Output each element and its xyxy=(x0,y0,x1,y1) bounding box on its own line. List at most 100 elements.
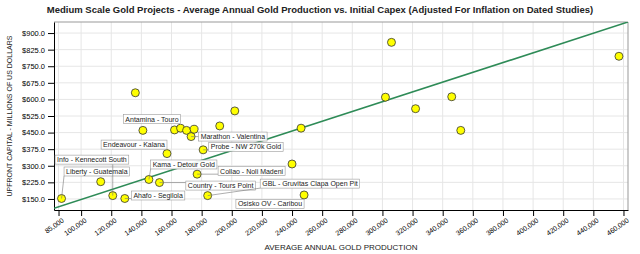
chart-svg: 85,000100,000120,000140,000160,000180,00… xyxy=(0,0,640,254)
x-tick-mark xyxy=(141,210,142,216)
annotation-box xyxy=(236,199,304,208)
annotation: Country - Tours Point xyxy=(159,181,255,190)
x-tick: 160,000 xyxy=(153,210,178,237)
x-tick-label: 200,000 xyxy=(214,216,239,236)
annotation-text: Ahafo - Segilola xyxy=(133,192,183,200)
point xyxy=(216,122,224,130)
y-tick-mark xyxy=(48,83,54,84)
annotation: Ahafo - Segilola xyxy=(125,191,185,200)
x-tick: 200,000 xyxy=(214,210,239,237)
trend-line xyxy=(54,22,628,208)
leader-line xyxy=(208,188,261,196)
x-tick-label: 340,000 xyxy=(424,216,449,236)
y-tick-label: $600.0 xyxy=(22,95,45,104)
x-tick-label: 220,000 xyxy=(244,216,269,236)
x-tick-mark xyxy=(563,210,564,216)
y-tick-label: $750.0 xyxy=(22,62,45,71)
x-tick: 120,000 xyxy=(93,210,118,237)
grid-line-y xyxy=(54,33,628,34)
x-tick-label: 180,000 xyxy=(183,216,208,236)
annotation-text: GBL - Gruvitas Clapa Open Pit xyxy=(262,180,358,188)
annotation: Liberty - Guatemala xyxy=(62,167,130,199)
annotation: Kama - Detour Gold xyxy=(149,160,217,180)
x-tick: 400,000 xyxy=(515,210,540,237)
y-axis-title: UPFRONT CAPITAL - MILLIONS OF US DOLLARS xyxy=(6,35,13,196)
point xyxy=(190,125,198,133)
y-tick: $150.0 xyxy=(22,195,54,204)
annotation-text: Info - Kennecott South xyxy=(57,156,127,163)
y-tick: $750.0 xyxy=(22,62,54,71)
annotation-box xyxy=(260,179,359,188)
annotation-box xyxy=(209,142,283,151)
x-tick: 460,000 xyxy=(605,210,630,237)
y-tick-mark xyxy=(48,149,54,150)
annotation: Probe - NW 270k Gold xyxy=(203,142,283,151)
leader-line xyxy=(62,176,65,199)
y-tick-label: $450.0 xyxy=(22,128,45,137)
x-tick-mark xyxy=(593,210,594,216)
y-tick: $525.0 xyxy=(22,112,54,121)
annotation: Info - Kennecott South xyxy=(55,155,129,196)
leader-line xyxy=(125,198,132,199)
x-tick-mark xyxy=(443,210,444,216)
annotation-box xyxy=(64,167,129,176)
annotation-text: Kama - Detour Gold xyxy=(153,161,215,168)
x-tick-label: 440,000 xyxy=(575,216,600,236)
y-tick-label: $225.0 xyxy=(22,178,45,187)
x-tick-mark xyxy=(382,210,383,216)
y-tick-label: $825.0 xyxy=(22,46,45,55)
annotation-box xyxy=(55,155,129,164)
x-tick-mark xyxy=(352,210,353,216)
x-tick-label: 160,000 xyxy=(153,216,178,236)
leader-line xyxy=(197,174,218,175)
y-tick-mark xyxy=(48,50,54,51)
annotation: Antamina - Touro xyxy=(123,115,180,124)
x-tick: 240,000 xyxy=(274,210,299,237)
x-tick: 260,000 xyxy=(304,210,329,237)
y-tick: $225.0 xyxy=(22,178,54,187)
grid xyxy=(54,22,628,210)
x-tick: 280,000 xyxy=(334,210,359,237)
x-tick: 140,000 xyxy=(123,210,148,237)
y-tick-mark xyxy=(48,166,54,167)
x-tick: 440,000 xyxy=(575,210,600,237)
grid-line-y xyxy=(54,66,628,67)
plot-frame xyxy=(54,22,628,23)
point xyxy=(131,89,139,97)
y-tick-mark xyxy=(48,199,54,200)
point xyxy=(231,107,239,115)
x-tick-label: 120,000 xyxy=(93,216,118,236)
annotation: GBL - Gruvitas Clapa Open Pit xyxy=(208,179,360,196)
x-tick-mark xyxy=(322,210,323,216)
annotation-text: Probe - NW 270k Gold xyxy=(211,143,282,150)
annotation-box xyxy=(151,160,217,169)
x-tick-label: 420,000 xyxy=(545,216,570,236)
x-tick: 300,000 xyxy=(364,210,389,237)
x-tick-label: 280,000 xyxy=(334,216,359,236)
x-tick-mark xyxy=(262,210,263,216)
annotations: Liberty - Guatemala Info - Kennecott Sout… xyxy=(55,115,360,209)
annotation-box xyxy=(199,132,267,141)
x-tick-mark xyxy=(623,210,624,216)
x-tick-mark xyxy=(202,210,203,216)
y-tick-label: $675.0 xyxy=(22,79,45,88)
x-tick: 100,000 xyxy=(63,210,88,237)
y-tick: $675.0 xyxy=(22,79,54,88)
x-tick-label: 380,000 xyxy=(485,216,510,236)
point xyxy=(412,105,420,113)
x-tick-label: 260,000 xyxy=(304,216,329,236)
y-tick-mark xyxy=(48,182,54,183)
plot-frame xyxy=(628,22,629,210)
point xyxy=(288,160,296,168)
chart-container: 85,000100,000120,000140,000160,000180,00… xyxy=(0,0,640,254)
point xyxy=(615,52,623,60)
point xyxy=(139,126,147,134)
x-tick-mark xyxy=(111,210,112,216)
point xyxy=(448,93,456,101)
x-tick: 360,000 xyxy=(455,210,480,237)
x-tick-label: 100,000 xyxy=(63,216,88,236)
annotation-text: Marathon - Valentina xyxy=(201,133,266,140)
y-tick-label: $375.0 xyxy=(22,145,45,154)
y-tick-mark xyxy=(48,116,54,117)
point xyxy=(97,178,105,186)
